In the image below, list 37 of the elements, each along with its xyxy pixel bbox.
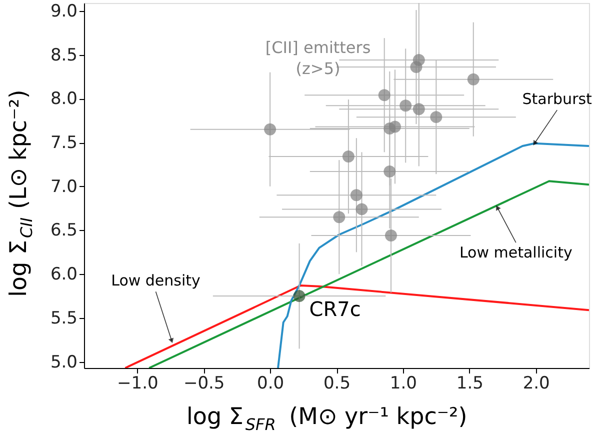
point — [430, 111, 442, 124]
annotation: Low density — [111, 272, 201, 290]
x-tick-label: 0.5 — [323, 374, 351, 394]
point — [384, 122, 396, 134]
point — [384, 165, 396, 178]
point — [264, 123, 276, 136]
point — [410, 61, 422, 74]
y-tick-label: 9.0 — [50, 1, 78, 22]
point — [350, 189, 362, 202]
y-tick-label: 5.0 — [50, 352, 78, 372]
point — [378, 89, 390, 102]
point — [333, 211, 346, 224]
series-label: CR7c — [309, 297, 361, 322]
y-tick-label: 6.5 — [50, 220, 78, 241]
x-tick-label: 2.0 — [522, 374, 550, 394]
y-tick-label: 7.0 — [50, 176, 78, 197]
y-tick-label: 8.0 — [50, 89, 78, 110]
y-tick-label: 7.5 — [50, 133, 78, 154]
point — [356, 203, 368, 216]
y-axis-title: log ΣCII (L⊙ kpc⁻²) — [6, 90, 36, 297]
x-tick-label: 1.5 — [456, 374, 484, 394]
point — [384, 230, 397, 242]
annotation: Low metallicity — [459, 244, 572, 262]
point — [412, 103, 425, 116]
y-tick-label: 8.5 — [50, 45, 78, 66]
x-tick-label: −1.0 — [117, 374, 158, 394]
point — [467, 73, 480, 86]
annotation: Starburst — [522, 90, 592, 108]
y-tick-label: 6.0 — [50, 264, 78, 285]
point — [293, 290, 306, 302]
point — [400, 100, 412, 112]
x-tick-label: 0.0 — [257, 374, 284, 394]
x-tick-label: 1.0 — [390, 374, 417, 394]
point — [342, 150, 354, 163]
x-tick-label: −0.5 — [183, 374, 225, 394]
y-tick-label: 5.5 — [50, 308, 78, 328]
series-label: [CII] emitters (z>5) — [265, 38, 371, 78]
